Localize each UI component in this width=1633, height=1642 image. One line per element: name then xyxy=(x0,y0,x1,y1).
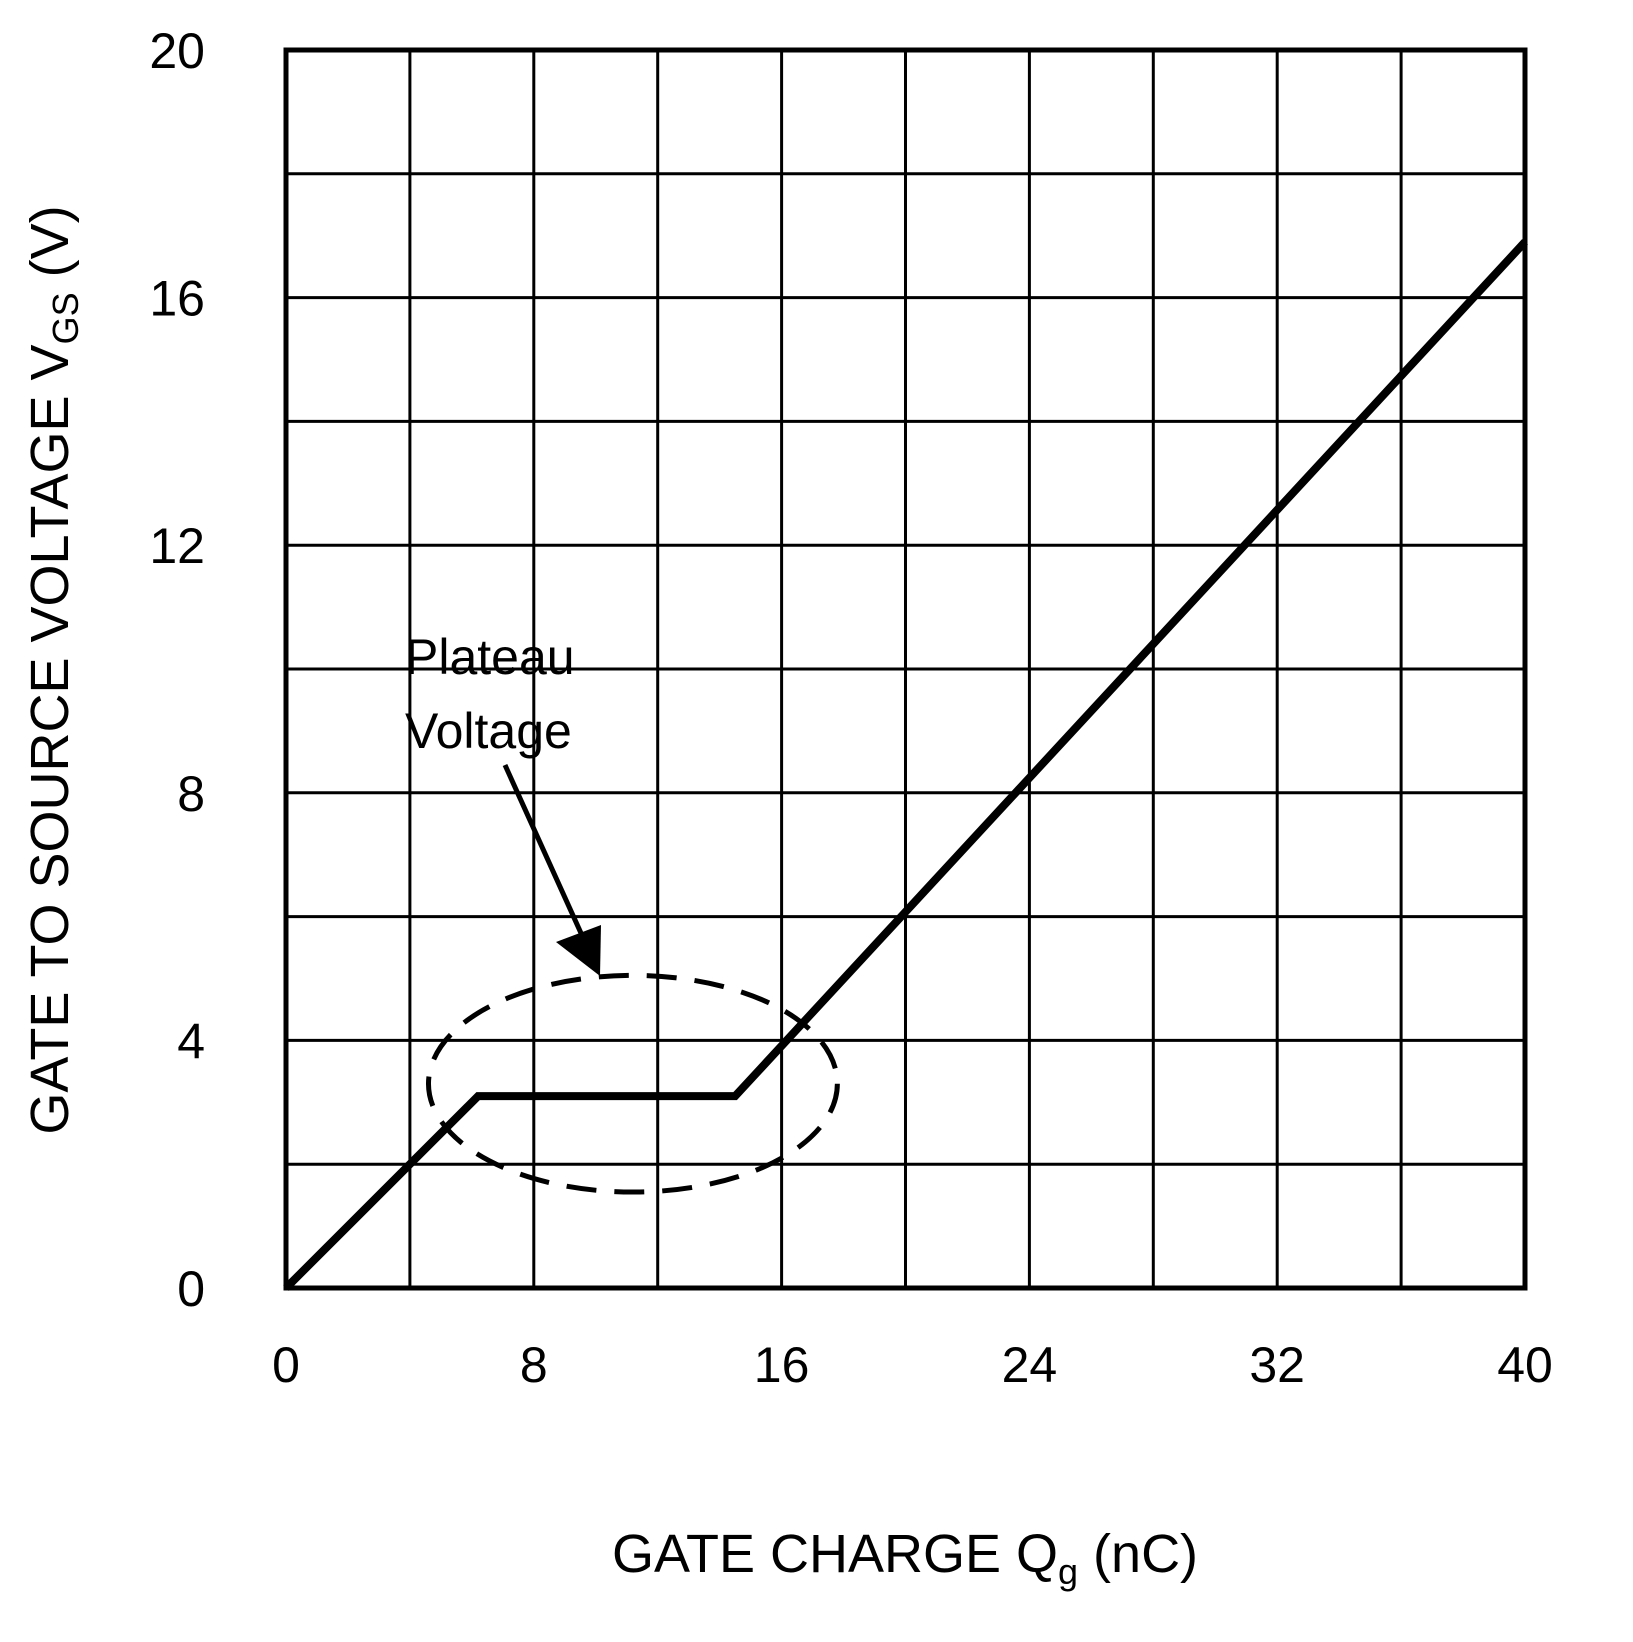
y-tick-label: 12 xyxy=(149,518,205,574)
series xyxy=(283,239,1528,1291)
arrow-head-icon xyxy=(556,925,601,976)
series-line xyxy=(283,239,1528,1291)
y-axis-label-sub: GS xyxy=(45,292,86,344)
x-tick-label: 8 xyxy=(520,1337,548,1393)
x-tick-label: 32 xyxy=(1249,1337,1305,1393)
x-axis-label-main: GATE CHARGE Q xyxy=(612,1524,1058,1584)
x-axis-label-sub: g xyxy=(1058,1551,1078,1592)
x-tick-label: 40 xyxy=(1497,1337,1553,1393)
dashed-ellipse xyxy=(425,972,840,1195)
x-axis-label-unit: (nC) xyxy=(1078,1524,1198,1584)
y-tick-label: 0 xyxy=(177,1261,205,1317)
annotation-line-1: Plateau xyxy=(405,629,575,685)
y-axis-label-unit: (V) xyxy=(20,205,80,292)
y-tick-label: 16 xyxy=(149,271,205,327)
y-axis-label-main: GATE TO SOURCE VOLTAGE V xyxy=(20,344,80,1134)
annotation: Plateau Voltage xyxy=(405,629,840,1195)
x-tick-label: 24 xyxy=(1002,1337,1058,1393)
y-tick-label: 4 xyxy=(177,1013,205,1069)
tick-labels: 0 8 16 24 32 40 0 4 8 12 16 20 xyxy=(149,23,1552,1393)
annotation-line-2: Voltage xyxy=(405,703,572,759)
arrow-shaft xyxy=(502,763,588,944)
x-tick-label: 0 xyxy=(272,1337,300,1393)
y-tick-label: 20 xyxy=(149,23,205,79)
x-tick-label: 16 xyxy=(754,1337,810,1393)
x-axis-label: GATE CHARGE Qg (nC) xyxy=(612,1524,1198,1592)
plot-frame xyxy=(283,47,1528,1291)
y-tick-label: 8 xyxy=(177,766,205,822)
y-axis-label: GATE TO SOURCE VOLTAGE VGS (V) xyxy=(20,205,86,1134)
grid xyxy=(283,47,1528,1291)
